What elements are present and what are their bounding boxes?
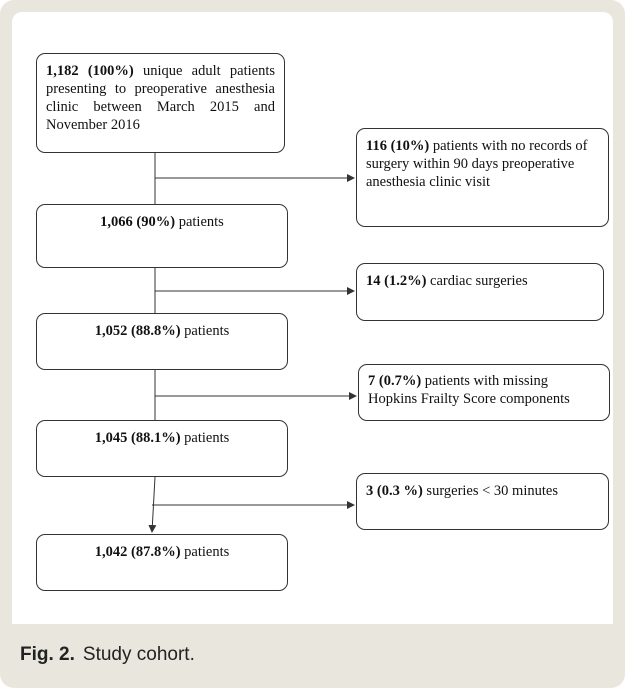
flow-box-1066: 1,066 (90%) patients bbox=[36, 204, 288, 268]
excl1-text: patients with no records of surgery with… bbox=[366, 138, 588, 190]
flow-box-1052: 1,052 (88.8%) patients bbox=[36, 313, 288, 370]
main4-text: patients bbox=[180, 544, 230, 560]
main1-text: patients bbox=[175, 214, 224, 230]
excl3-text: patients with missing Hopkins Frailty Sc… bbox=[368, 373, 570, 407]
excl3-count: 7 (0.7%) bbox=[368, 373, 422, 389]
excl2-count: 14 (1.2%) bbox=[366, 273, 427, 289]
main1-count: 1,066 (90%) bbox=[100, 214, 176, 230]
excl2-text: cardiac surgeries bbox=[426, 273, 528, 289]
figure-caption: Fig. 2. Study cohort. bbox=[20, 644, 195, 666]
exclusion-box-cardiac: 14 (1.2%) cardiac surgeries bbox=[356, 263, 604, 321]
main2-count: 1,052 (88.8%) bbox=[94, 323, 181, 339]
excl4-count: 3 (0.3 %) bbox=[366, 483, 423, 499]
main4-count: 1,042 (87.8%) bbox=[94, 544, 181, 560]
start-count: 1,182 (100%) bbox=[46, 63, 134, 79]
exclusion-box-missing-frailty: 7 (0.7%) patients with missing Hopkins F… bbox=[358, 364, 610, 421]
exclusion-box-no-surgery: 116 (10%) patients with no records of su… bbox=[356, 128, 609, 227]
flow-box-1042: 1,042 (87.8%) patients bbox=[36, 534, 288, 591]
main3-count: 1,045 (88.1%) bbox=[94, 430, 181, 446]
flow-box-start: 1,182 (100%) unique adult patients prese… bbox=[36, 53, 285, 153]
start-text: unique adult patients presenting to preo… bbox=[46, 63, 275, 133]
exclusion-box-short-surgery: 3 (0.3 %) surgeries < 30 minutes bbox=[356, 473, 609, 530]
figure-label: Fig. 2. bbox=[20, 644, 75, 665]
main3-text: patients bbox=[180, 430, 230, 446]
excl1-count: 116 (10%) bbox=[366, 138, 430, 154]
main2-text: patients bbox=[180, 323, 230, 339]
figure-caption-text: Study cohort. bbox=[82, 644, 195, 665]
flow-box-1045: 1,045 (88.1%) patients bbox=[36, 420, 288, 477]
excl4-text: surgeries < 30 minutes bbox=[422, 483, 558, 499]
